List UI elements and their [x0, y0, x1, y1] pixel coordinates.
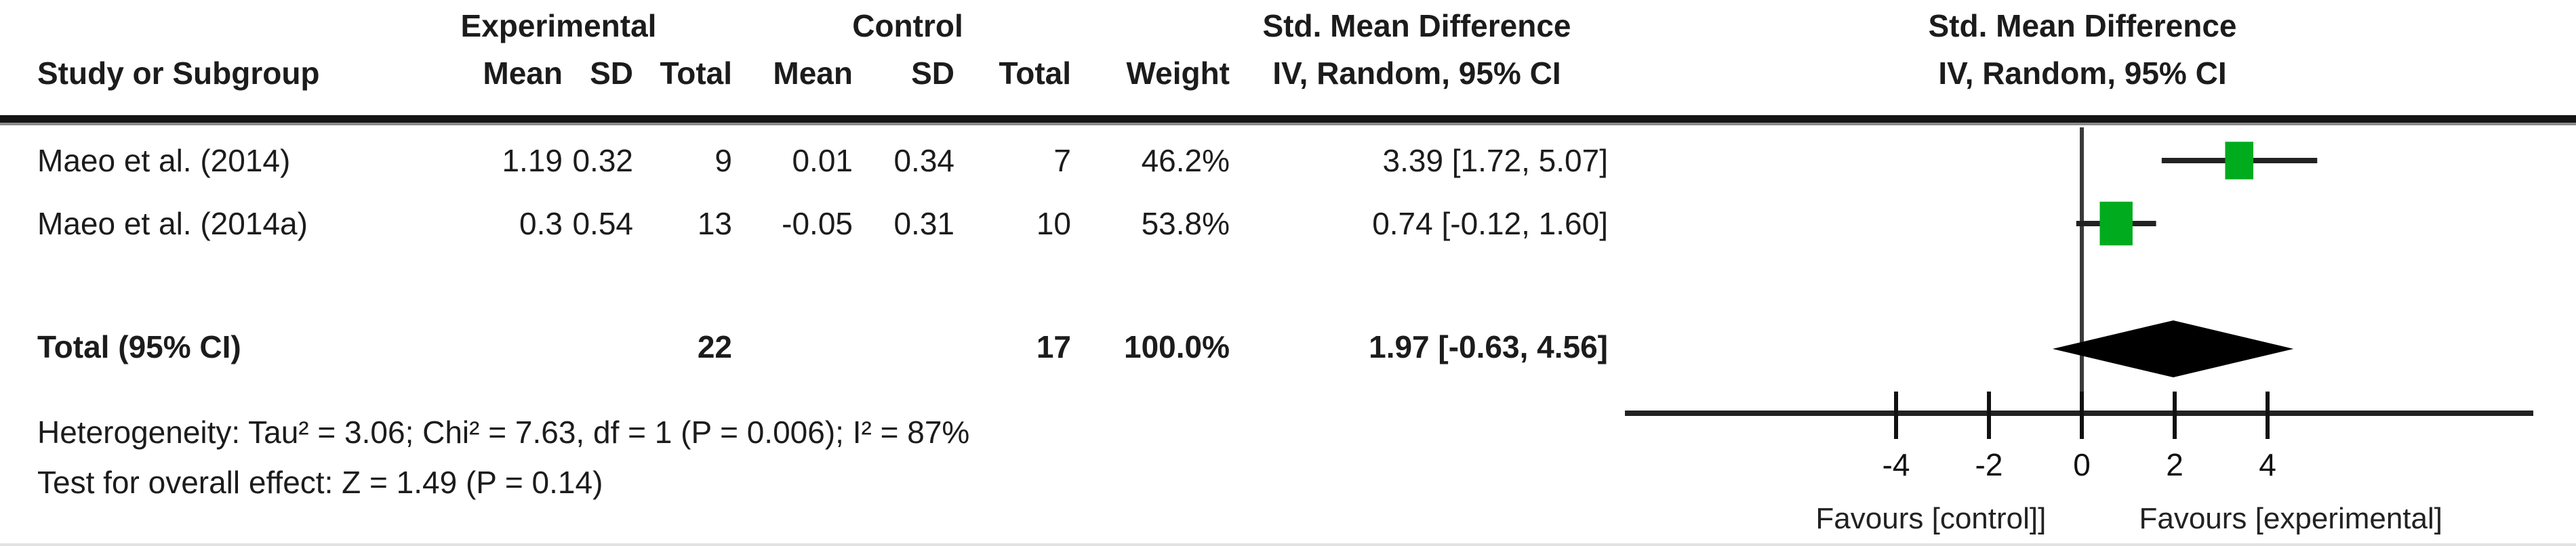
axis-tick	[2173, 392, 2177, 439]
exp-mean-value: 0.3	[519, 206, 563, 241]
figure-bottom-edge	[0, 543, 2576, 546]
control-group-header: Control	[852, 8, 963, 43]
ctl-mean-value: 0.01	[792, 143, 853, 178]
ctl-mean-value: -0.05	[782, 206, 853, 241]
favours-left-label: Favours [control]]	[1815, 502, 2046, 535]
overall-effect-text: Test for overall effect: Z = 1.49 (P = 0…	[37, 465, 603, 500]
zero-line	[2080, 127, 2084, 439]
total-smd-ci: 1.97 [-0.63, 4.56]	[1369, 329, 1608, 364]
ctl-total-value: 7	[1053, 143, 1071, 178]
forest-plot: -4 -2 0 2 4 Favours [control]] Favours [experi…	[1625, 127, 2533, 535]
tick-label: -2	[1975, 447, 2003, 482]
smd-ci-value: 0.74 [-0.12, 1.60]	[1372, 206, 1608, 241]
total-ctl-total: 17	[1036, 329, 1071, 364]
exp-total-value: 9	[715, 143, 732, 178]
group-header-row: Experimental Control Std. Mean Differenc…	[0, 4, 2576, 47]
study-label: Maeo et al. (2014)	[37, 143, 291, 178]
col-header-exp-sd: SD	[590, 56, 633, 91]
tick-label: 2	[2166, 447, 2183, 482]
col-header-effect-plot: IV, Random, 95% CI	[1938, 56, 2227, 91]
col-header-effect-table: IV, Random, 95% CI	[1272, 56, 1561, 91]
summary-diamond	[2052, 320, 2294, 377]
axis-tick	[1894, 392, 1898, 439]
heterogeneity-text: Heterogeneity: Tau² = 3.06; Chi² = 7.63,…	[37, 415, 970, 450]
ctl-sd-value: 0.31	[893, 206, 954, 241]
study-marker	[2225, 142, 2254, 180]
col-header-exp-total: Total	[660, 56, 732, 91]
col-header-exp-mean: Mean	[483, 56, 563, 91]
x-axis-line	[1625, 411, 2533, 416]
study-marker	[2099, 201, 2133, 246]
total-row: Total (95% CI) 22 17 100.0% 1.97 [-0.63,…	[0, 325, 2576, 369]
total-weight: 100.0%	[1123, 329, 1230, 364]
total-exp-total: 22	[697, 329, 732, 364]
heterogeneity-row: Heterogeneity: Tau² = 3.06; Chi² = 7.63,…	[0, 411, 2576, 454]
overall-effect-row: Test for overall effect: Z = 1.49 (P = 0…	[0, 461, 2576, 504]
table-row: Maeo et al. (2014) 1.19 0.32 9 0.01 0.34…	[0, 139, 2576, 182]
ctl-sd-value: 0.34	[893, 143, 954, 178]
axis-tick	[2080, 392, 2084, 439]
study-label: Maeo et al. (2014a)	[37, 206, 308, 241]
col-header-ctl-mean: Mean	[773, 56, 853, 91]
exp-sd-value: 0.54	[572, 206, 633, 241]
total-label: Total (95% CI)	[37, 329, 241, 364]
weight-value: 46.2%	[1141, 143, 1230, 178]
tick-label: 4	[2259, 447, 2276, 482]
col-header-weight: Weight	[1126, 56, 1230, 91]
col-header-ctl-sd: SD	[911, 56, 954, 91]
tick-label: 0	[2073, 447, 2091, 482]
axis-tick	[2266, 392, 2270, 439]
effect-title-table: Std. Mean Difference	[1262, 8, 1571, 43]
effect-title-plot: Std. Mean Difference	[1928, 8, 2237, 43]
tick-label: -4	[1883, 447, 1910, 482]
header-rule	[0, 115, 2576, 125]
exp-mean-value: 1.19	[502, 143, 563, 178]
ctl-total-value: 10	[1036, 206, 1071, 241]
smd-ci-value: 3.39 [1.72, 5.07]	[1382, 143, 1609, 178]
column-header-row: Study or Subgroup Mean SD Total Mean SD …	[0, 51, 2576, 95]
exp-total-value: 13	[697, 206, 732, 241]
axis-tick	[1987, 392, 1991, 439]
weight-value: 53.8%	[1141, 206, 1230, 241]
table-row: Maeo et al. (2014a) 0.3 0.54 13 -0.05 0.…	[0, 202, 2576, 245]
col-header-ctl-total: Total	[999, 56, 1071, 91]
favours-right-label: Favours [experimental]	[2139, 502, 2442, 535]
col-header-study: Study or Subgroup	[37, 56, 320, 91]
exp-sd-value: 0.32	[572, 143, 633, 178]
experimental-group-header: Experimental	[460, 8, 657, 43]
